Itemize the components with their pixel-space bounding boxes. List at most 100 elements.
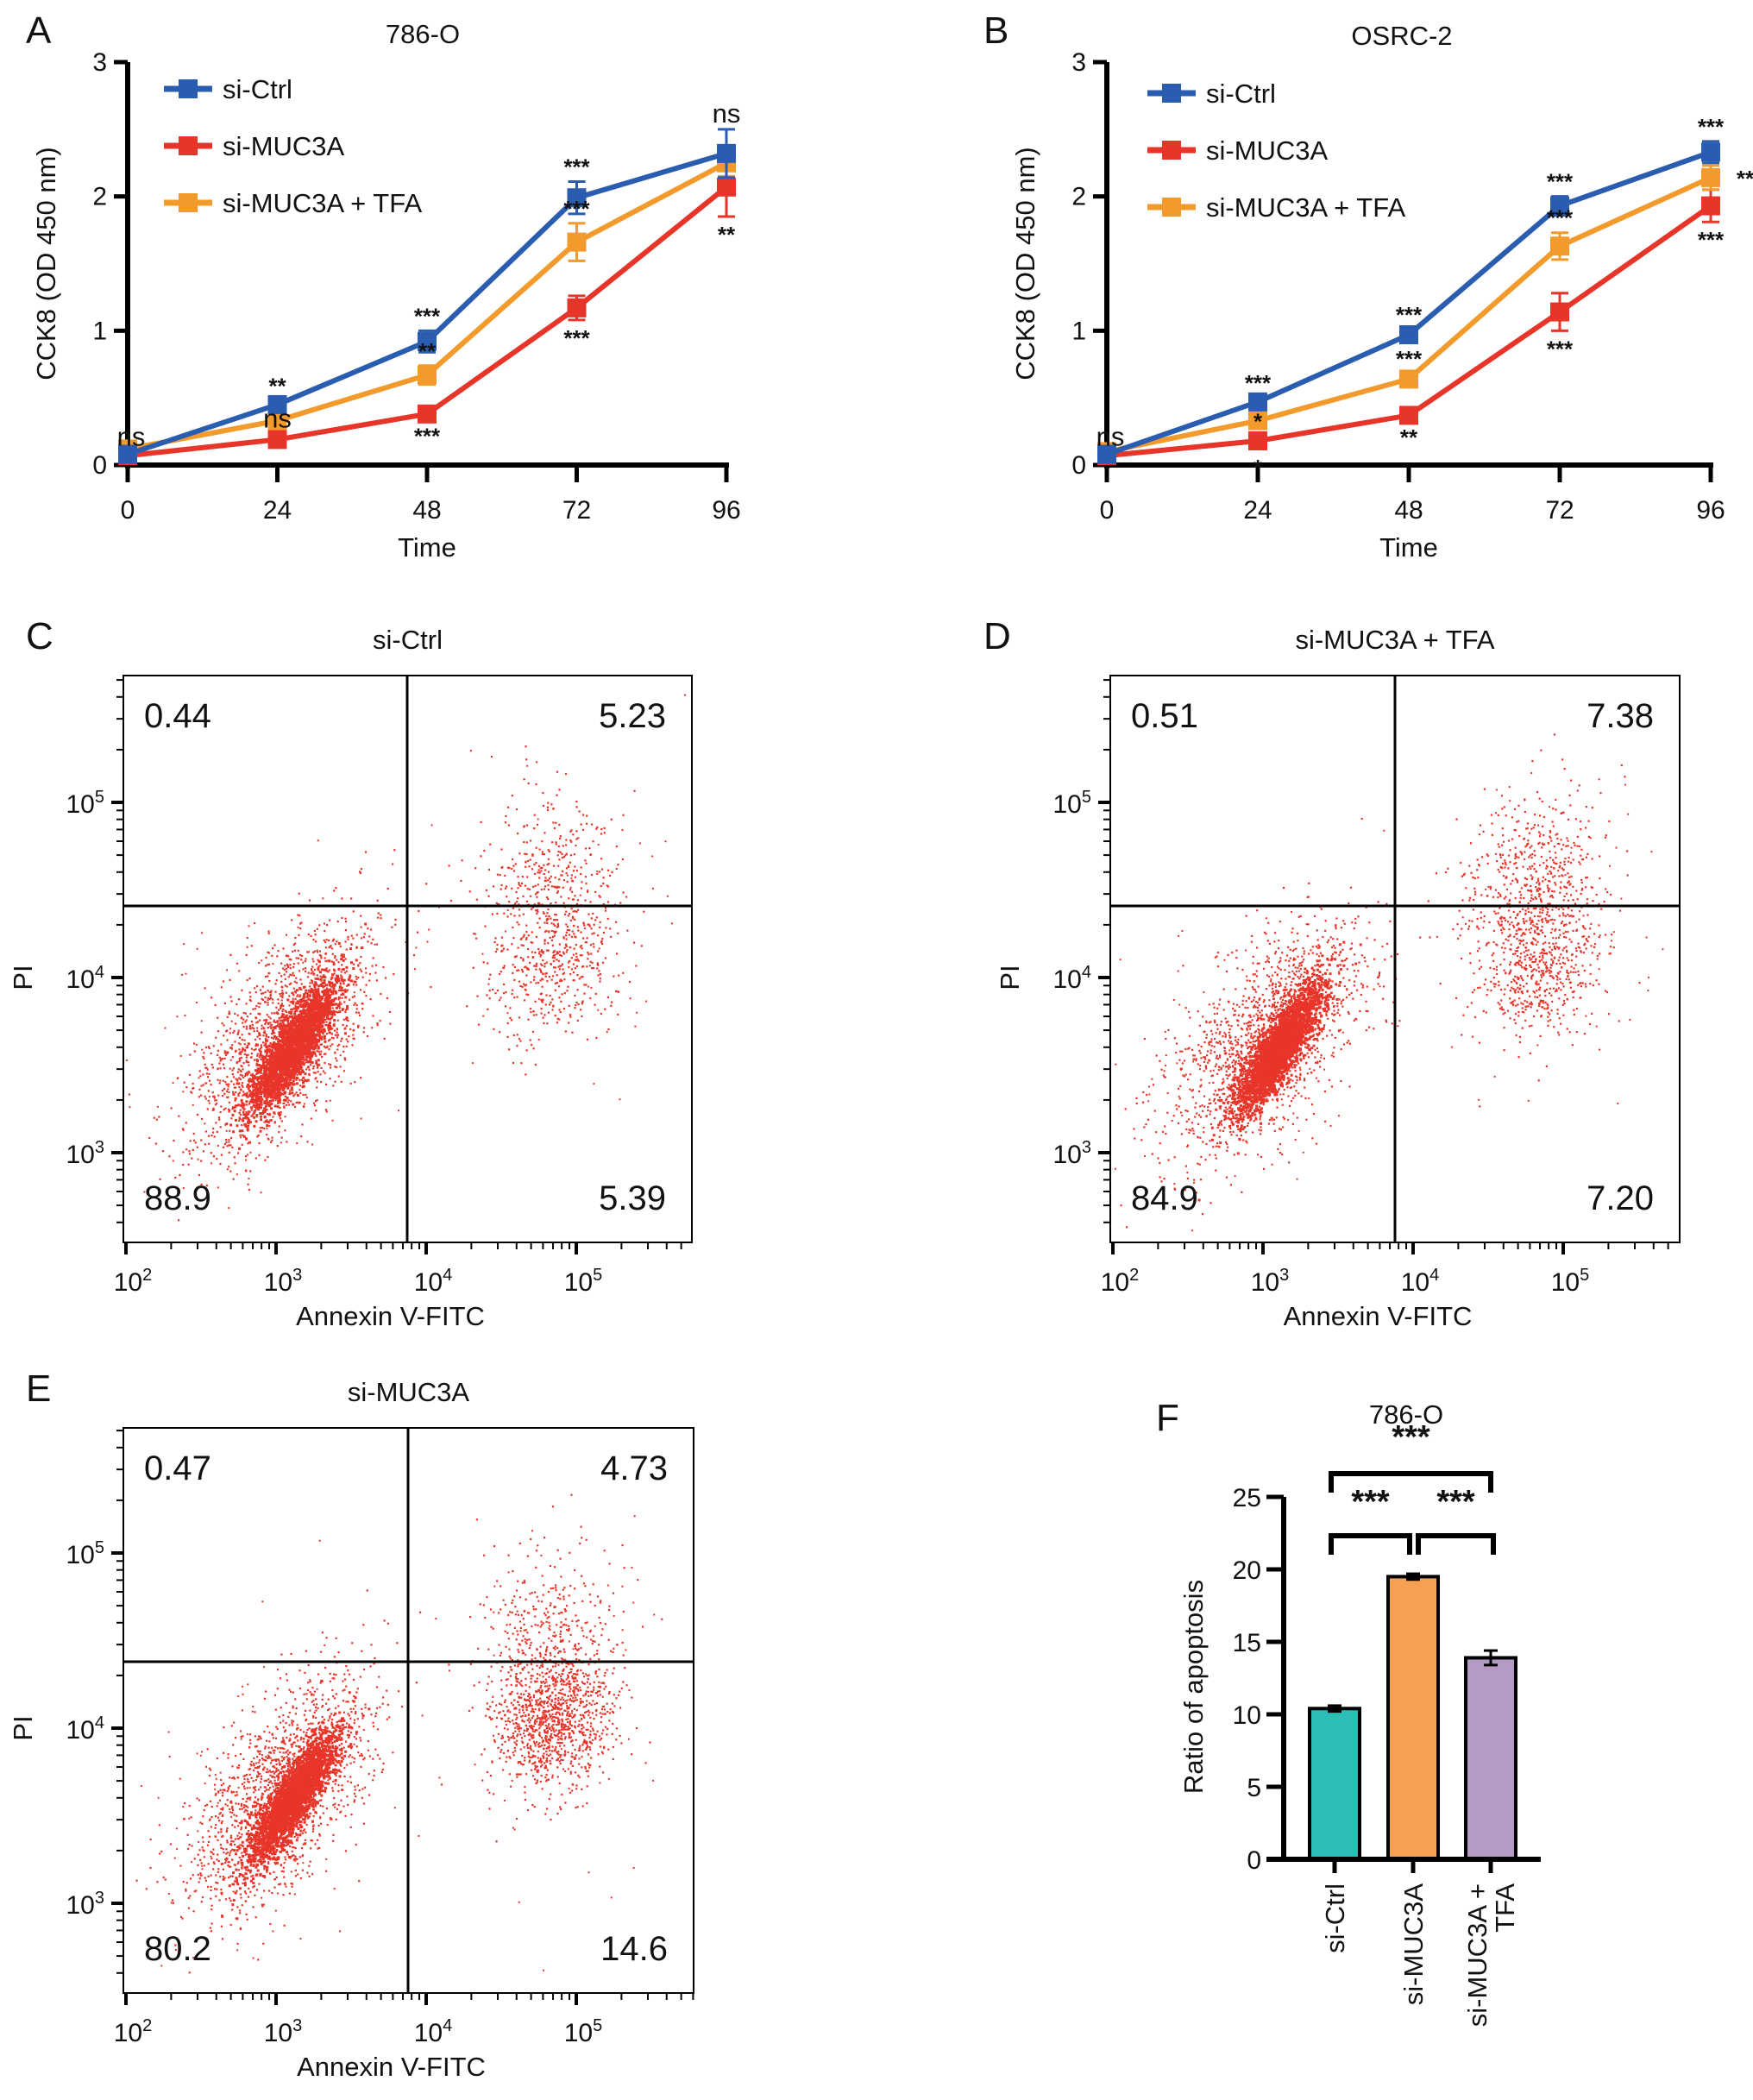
event-dot: [295, 1078, 298, 1081]
event-dot: [310, 934, 312, 938]
event-dot: [580, 873, 582, 876]
event-dot: [343, 1032, 347, 1035]
significance-label: ***: [563, 154, 590, 180]
event-dot: [266, 1119, 268, 1122]
event-dot: [337, 1003, 341, 1006]
event-dot: [323, 1034, 326, 1038]
event-dot: [254, 1096, 258, 1099]
event-dot: [248, 1078, 252, 1080]
event-dot: [207, 1046, 210, 1048]
event-dot: [274, 990, 277, 993]
event-dot: [566, 880, 569, 883]
event-dot: [242, 1022, 244, 1024]
event-dot: [258, 1068, 261, 1072]
event-dot: [274, 1059, 277, 1061]
event-dot: [199, 1075, 202, 1078]
event-dot: [567, 865, 570, 867]
event-dot: [275, 1006, 278, 1009]
event-dot: [324, 1061, 326, 1065]
event-dot: [343, 1059, 347, 1061]
event-dot: [254, 1105, 257, 1108]
event-dot: [242, 1091, 245, 1093]
event-dot: [279, 1028, 281, 1030]
event-dot: [267, 1015, 270, 1018]
event-dot: [198, 1070, 201, 1072]
event-dot: [260, 1101, 262, 1103]
event-dot: [389, 1022, 392, 1025]
event-dot: [253, 1078, 255, 1080]
event-dot: [302, 1082, 305, 1085]
event-dot: [553, 934, 556, 937]
event-dot: [288, 1070, 291, 1072]
event-dot: [325, 939, 328, 941]
event-dot: [296, 1007, 298, 1009]
event-dot: [228, 1110, 230, 1113]
event-dot: [263, 1070, 266, 1072]
event-dot: [324, 930, 326, 933]
event-dot: [529, 961, 531, 965]
event-dot: [277, 1002, 280, 1005]
event-dot: [364, 967, 368, 970]
event-dot: [292, 1041, 294, 1045]
event-dot: [292, 1033, 295, 1036]
event-dot: [250, 1052, 253, 1055]
event-dot: [293, 1012, 297, 1015]
event-dot: [324, 996, 327, 998]
event-dot: [232, 1092, 236, 1096]
event-dot: [328, 980, 331, 984]
event-dot: [290, 1008, 292, 1011]
event-dot: [298, 1049, 301, 1052]
event-dot: [547, 883, 550, 887]
y-tick-label: 2: [1071, 183, 1086, 211]
event-dot: [346, 1005, 349, 1009]
event-dot: [155, 1118, 158, 1121]
event-dot: [328, 959, 331, 963]
x-tick-label: 96: [1696, 496, 1725, 525]
event-dot: [288, 983, 291, 986]
event-dot: [264, 1051, 267, 1053]
event-dot: [574, 865, 576, 868]
event-dot: [385, 977, 387, 979]
event-dot: [257, 1083, 260, 1085]
event-dot: [330, 1003, 332, 1005]
event-dot: [504, 874, 506, 877]
event-dot: [336, 1031, 338, 1034]
event-dot: [215, 1122, 217, 1124]
event-dot: [295, 957, 298, 959]
event-dot: [355, 1008, 358, 1010]
event-dot: [223, 1057, 226, 1059]
event-dot: [518, 923, 520, 926]
event-dot: [285, 1024, 288, 1028]
event-dot: [307, 1035, 311, 1039]
event-dot: [279, 1073, 282, 1077]
event-dot: [319, 997, 322, 1001]
event-dot: [324, 990, 326, 992]
event-dot: [322, 897, 324, 900]
event-dot: [273, 1089, 275, 1091]
event-dot: [585, 862, 587, 865]
event-dot: [272, 1116, 274, 1118]
event-dot: [358, 1014, 361, 1016]
event-dot: [252, 1008, 254, 1010]
event-dot: [255, 1063, 259, 1066]
event-dot: [256, 1035, 259, 1038]
event-dot: [355, 959, 358, 962]
event-dot: [243, 1108, 246, 1110]
event-dot: [263, 1028, 266, 1030]
event-dot: [311, 982, 314, 984]
event-dot: [344, 917, 347, 920]
y-tick-label: 0: [92, 451, 107, 480]
event-dot: [280, 1006, 282, 1009]
event-dot: [330, 981, 334, 984]
event-dot: [264, 1120, 267, 1122]
event-dot: [243, 1104, 246, 1107]
event-dot: [330, 1000, 332, 1003]
event-dot: [312, 951, 315, 953]
event-dot: [206, 1076, 210, 1078]
event-dot: [267, 1103, 271, 1106]
event-dot: [290, 1020, 293, 1022]
event-dot: [278, 1032, 281, 1035]
event-dot: [314, 1053, 317, 1056]
event-dot: [581, 828, 585, 831]
event-dot: [238, 1091, 241, 1094]
